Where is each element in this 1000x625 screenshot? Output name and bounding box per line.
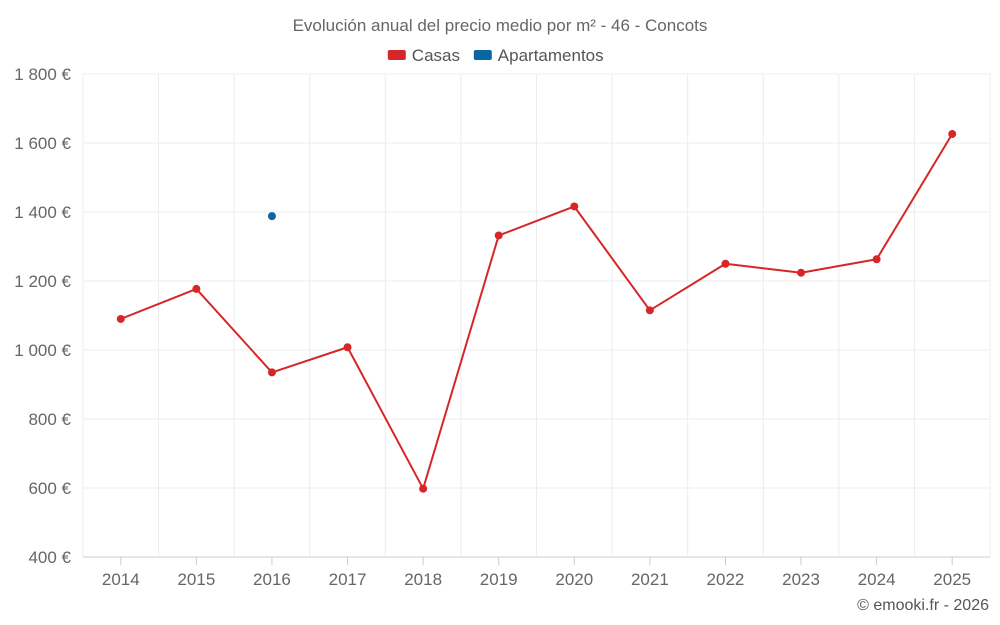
data-point-casas[interactable] [721,259,730,268]
y-tick-label: 400 € [28,548,71,567]
legend-swatch [387,50,406,60]
x-tick-label: 2025 [933,570,971,589]
x-tick-label: 2020 [555,570,593,589]
legend-item-casas[interactable]: Casas [387,46,460,65]
y-tick-label: 600 € [28,479,71,498]
data-point-casas[interactable] [797,268,806,277]
legend-label: Apartamentos [498,46,604,65]
legend-swatch [473,50,492,60]
x-tick-label: 2014 [102,570,140,589]
legend-item-apartamentos[interactable]: Apartamentos [473,46,604,65]
x-tick-label: 2017 [329,570,367,589]
x-tick-label: 2021 [631,570,669,589]
grid [82,73,991,558]
x-tick-label: 2024 [858,570,896,589]
data-point-casas[interactable] [116,314,125,323]
data-point-casas[interactable] [645,306,654,315]
y-tick-label: 1 400 € [14,203,71,222]
x-tick-label: 2016 [253,570,291,589]
data-point-casas[interactable] [494,231,503,240]
x-tick-label: 2022 [707,570,745,589]
series [116,130,957,493]
y-tick-label: 1 600 € [14,134,71,153]
x-tick-label: 2019 [480,570,518,589]
copyright-credit: © emooki.fr - 2026 [857,597,989,614]
data-point-casas[interactable] [872,255,881,264]
data-point-casas[interactable] [343,343,352,352]
y-tick-label: 800 € [28,410,71,429]
y-tick-label: 1 000 € [14,341,71,360]
x-tick-label: 2018 [404,570,442,589]
data-point-casas[interactable] [267,368,276,377]
axes: 400 € 600 € 800 € 1 000 € 1 200 € 1 400 € 1 60… [14,65,971,589]
legend: Casas Apartamentos [387,46,604,65]
data-point-casas[interactable] [948,130,957,139]
data-point-casas[interactable] [192,284,201,293]
data-point-apartamentos[interactable] [267,212,276,221]
x-tick-label: 2023 [782,570,820,589]
chart-title: Evolución anual del precio medio por m² … [293,16,708,35]
data-point-casas[interactable] [570,202,579,211]
y-tick-label: 1 200 € [14,272,71,291]
legend-label: Casas [412,46,460,65]
series-line-casas [120,133,954,490]
y-tick-label: 1 800 € [14,65,71,84]
x-tick-label: 2015 [177,570,215,589]
data-point-casas[interactable] [419,484,428,493]
